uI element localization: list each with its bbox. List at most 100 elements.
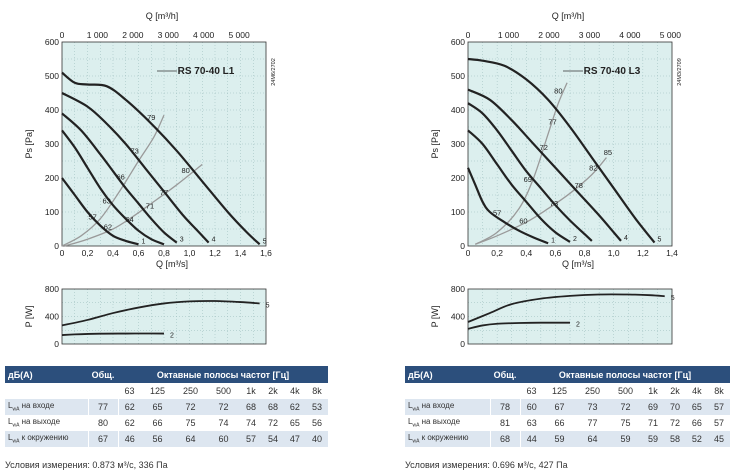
y-tick-label: 400	[451, 312, 465, 322]
curve-end-label: 2	[573, 236, 577, 243]
y-tick-label: 0	[54, 241, 59, 251]
row-label: LwA на входе	[405, 399, 490, 415]
band-label: 8k	[305, 383, 328, 399]
noise-table-right: дБ(А) Общ. Октавные полосы частот [Гц] 6…	[405, 366, 730, 447]
x-tick-label: 0,8	[158, 248, 170, 258]
top-axis-label: Q [m³/h]	[146, 11, 179, 21]
cell-value: 66	[543, 415, 577, 431]
band-label: 125	[141, 383, 175, 399]
efficiency-label: 80	[554, 87, 562, 96]
band-label: 4k	[283, 383, 306, 399]
curve-end-label: 4	[624, 235, 628, 242]
row-total: 68	[489, 431, 521, 447]
cell-value: 57	[707, 415, 730, 431]
band-label: 500	[609, 383, 643, 399]
row-total: 77	[87, 399, 119, 415]
y-tick-label: 500	[45, 71, 59, 81]
cell-value: 75	[609, 415, 643, 431]
top-tick-label: 4 000	[619, 30, 641, 40]
top-tick-label: 5 000	[660, 30, 682, 40]
curve-end-label: 5	[671, 295, 675, 302]
row-label: LwA на выходе	[405, 415, 490, 431]
y-tick-label: 400	[45, 312, 59, 322]
fan-curve	[61, 71, 261, 246]
fan-curve	[61, 332, 165, 336]
x-tick-label: 0	[466, 248, 471, 258]
cell-value: 62	[283, 399, 306, 415]
plot-frame	[61, 41, 267, 247]
fan-curve	[61, 129, 165, 246]
efficiency-label: 79	[147, 113, 155, 122]
cell-value: 53	[305, 399, 328, 415]
noise-table-left: дБ(А) Общ. Октавные полосы частот [Гц] 6…	[5, 366, 328, 447]
efficiency-label: 60	[519, 217, 527, 226]
x-tick-label: 0,4	[107, 248, 119, 258]
x-tick-label: 1,4	[666, 248, 678, 258]
cell-value: 66	[685, 415, 708, 431]
top-tick-label: 0	[466, 30, 471, 40]
top-tick-label: 0	[60, 30, 65, 40]
cell-value: 57	[707, 399, 730, 415]
x-tick-label: 0,2	[82, 248, 94, 258]
cell-value: 63	[520, 415, 544, 431]
curve-end-label: 5	[263, 238, 267, 245]
measure-condition-left: Условия измерения: 0.873 м³/с, 336 Па	[5, 460, 168, 470]
curve-end-label: 2	[170, 333, 174, 340]
y-axis-label: P [W]	[24, 306, 34, 328]
band-label: 63	[520, 383, 544, 399]
efficiency-label: 69	[524, 175, 532, 184]
cell-value: 56	[305, 415, 328, 431]
efficiency-label: 71	[146, 202, 154, 211]
cell-value: 72	[207, 399, 241, 415]
fan-curve	[61, 92, 210, 244]
cell-value: 60	[520, 399, 544, 415]
y-tick-label: 0	[460, 339, 465, 349]
top-tick-label: 4 000	[193, 30, 215, 40]
y-tick-label: 800	[451, 284, 465, 294]
cell-value: 65	[685, 399, 708, 415]
y-tick-label: 0	[54, 339, 59, 349]
y-tick-label: 600	[451, 37, 465, 47]
cell-value: 47	[283, 431, 306, 447]
efficiency-curve	[474, 82, 568, 245]
x-tick-label: 1,4	[235, 248, 247, 258]
x-axis-label: Q [m³/s]	[156, 259, 188, 269]
table-header-label: дБ(А)	[405, 366, 490, 383]
cell-value: 58	[663, 431, 686, 447]
table-header-label: дБ(А)	[5, 366, 88, 383]
efficiency-curve	[64, 163, 203, 247]
cell-value: 69	[642, 399, 664, 415]
fan-curve	[61, 177, 139, 246]
row-total: 80	[87, 415, 119, 431]
y-tick-label: 100	[45, 207, 59, 217]
cell-value: 64	[576, 431, 610, 447]
fan-curve	[467, 102, 593, 242]
x-tick-label: 1,6	[260, 248, 272, 258]
band-label: 8k	[707, 383, 730, 399]
y-tick-label: 800	[45, 284, 59, 294]
efficiency-label: 85	[604, 148, 612, 157]
band-label: 2k	[663, 383, 686, 399]
cell-value: 59	[609, 431, 643, 447]
cell-value: 65	[283, 415, 306, 431]
cell-value: 74	[207, 415, 241, 431]
band-label: 125	[543, 383, 577, 399]
table-header-bands: Октавные полосы частот [Гц]	[520, 366, 730, 383]
top-tick-label: 3 000	[158, 30, 180, 40]
cell-value: 62	[118, 415, 142, 431]
cell-value: 64	[174, 431, 208, 447]
cell-value: 40	[305, 431, 328, 447]
fan-curve	[467, 129, 571, 243]
y-tick-label: 400	[451, 105, 465, 115]
cell-value: 68	[261, 399, 284, 415]
row-total: 81	[489, 415, 521, 431]
plot-frame	[467, 288, 673, 345]
plot-frame	[467, 41, 673, 247]
x-tick-label: 0,6	[550, 248, 562, 258]
efficiency-label: 66	[116, 173, 124, 182]
cell-value: 65	[141, 399, 175, 415]
table-header-total: Общ.	[88, 366, 118, 383]
row-total: 67	[87, 431, 119, 447]
row-label: LwA на выходе	[5, 415, 88, 431]
cell-value: 72	[174, 399, 208, 415]
